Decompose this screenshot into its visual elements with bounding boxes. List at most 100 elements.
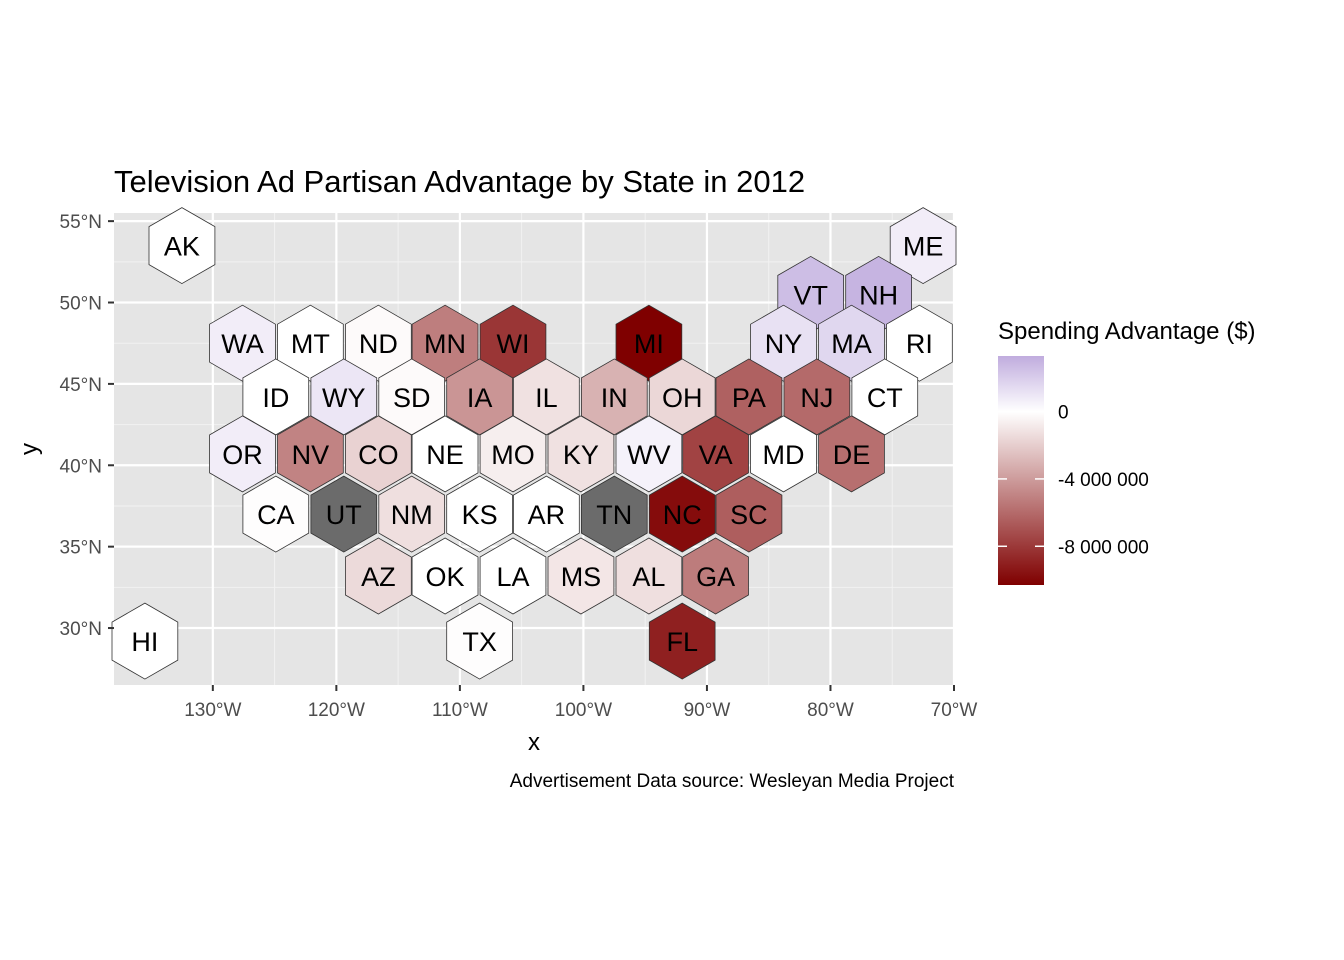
- hex-ar: [513, 475, 580, 553]
- hex-nm: [378, 475, 446, 553]
- hex-la: [479, 537, 547, 615]
- x-tick-label: 110°W: [432, 700, 488, 721]
- hex-label-pa: PA: [732, 383, 766, 413]
- hex-label-wy: WY: [322, 383, 366, 413]
- legend-colorbar: [998, 356, 1044, 585]
- hex-il: [513, 358, 580, 436]
- hex-label-sc: SC: [730, 500, 768, 530]
- hex-label-ny: NY: [765, 329, 803, 359]
- hex-label-id: ID: [262, 383, 289, 413]
- hex-label-co: CO: [358, 440, 399, 470]
- hex-label-nm: NM: [391, 500, 433, 530]
- chart-caption: Advertisement Data source: Wesleyan Medi…: [510, 771, 955, 792]
- hex-ga: [682, 537, 749, 615]
- hex-label-ri: RI: [906, 329, 933, 359]
- hex-label-ak: AK: [164, 232, 200, 262]
- hex-fl: [648, 602, 716, 680]
- hex-label-wv: WV: [627, 440, 671, 470]
- hex-ak: [148, 207, 216, 285]
- y-tick-label: 45°N: [60, 375, 102, 396]
- hex-label-ia: IA: [467, 383, 493, 413]
- y-tick-label: 55°N: [60, 212, 102, 233]
- hex-wy: [310, 358, 378, 436]
- x-tick-label: 80°W: [807, 700, 854, 721]
- x-tick-label: 90°W: [684, 700, 731, 721]
- hex-nc: [648, 475, 716, 553]
- hex-wv: [615, 415, 683, 493]
- hex-md: [750, 415, 817, 493]
- hex-label-il: IL: [535, 383, 558, 413]
- hex-az: [344, 537, 412, 615]
- hex-label-mt: MT: [291, 329, 330, 359]
- hex-label-de: DE: [833, 440, 871, 470]
- hex-tn: [581, 475, 648, 553]
- state-hexagons: [111, 207, 957, 680]
- hex-ny: [750, 304, 817, 382]
- hex-ca: [242, 475, 310, 553]
- x-axis: 130°W 120°W 110°W 100°W 90°W 80°W 70°W: [184, 685, 977, 721]
- x-tick-label: 130°W: [184, 700, 241, 721]
- legend: Spending Advantage ($) 0 -4 000 000 -8 000…: [998, 318, 1256, 585]
- hex-ut: [310, 475, 378, 553]
- hex-label-mi: MI: [634, 329, 664, 359]
- hex-label-ut: UT: [326, 500, 362, 530]
- hex-or: [209, 415, 276, 493]
- hex-label-ne: NE: [426, 440, 464, 470]
- hex-label-nh: NH: [859, 280, 898, 310]
- hex-co: [344, 415, 412, 493]
- legend-label: -4 000 000: [1058, 470, 1149, 491]
- hex-mn: [411, 304, 479, 382]
- hex-tx: [446, 602, 513, 680]
- hex-mt: [277, 304, 344, 382]
- hex-ne: [411, 415, 479, 493]
- hex-ok: [411, 537, 479, 615]
- hex-me: [889, 207, 957, 285]
- hex-nv: [277, 415, 344, 493]
- x-axis-title: x: [528, 729, 540, 756]
- state-labels: AK HI ME VT NH WA MT ND MN WI MI NY MA RI ID WY SD IA IL IN…: [131, 232, 943, 658]
- hex-label-nj: NJ: [800, 383, 833, 413]
- y-axis: 30°N 35°N 40°N 45°N 50°N 55°N: [60, 212, 114, 640]
- hex-ks: [446, 475, 513, 553]
- hex-label-ks: KS: [462, 500, 498, 530]
- hex-label-mo: MO: [491, 440, 535, 470]
- hex-label-la: LA: [496, 562, 529, 592]
- x-tick-label: 70°W: [931, 700, 978, 721]
- hex-ia: [446, 358, 513, 436]
- hex-de: [818, 415, 885, 493]
- hex-label-md: MD: [763, 440, 805, 470]
- hex-mo: [479, 415, 547, 493]
- x-tick-label: 120°W: [308, 700, 365, 721]
- y-axis-title: y: [16, 443, 43, 455]
- hex-label-ma: MA: [831, 329, 872, 359]
- hex-label-wi: WI: [497, 329, 530, 359]
- chart-title: Television Ad Partisan Advantage by Stat…: [114, 164, 805, 199]
- y-tick-label: 50°N: [60, 294, 102, 315]
- hex-label-va: VA: [699, 440, 733, 470]
- hex-label-fl: FL: [666, 627, 698, 657]
- hex-nj: [783, 358, 851, 436]
- hex-label-in: IN: [601, 383, 628, 413]
- hex-label-tx: TX: [462, 627, 497, 657]
- hex-ri: [886, 304, 953, 382]
- hex-label-or: OR: [222, 440, 263, 470]
- hex-label-oh: OH: [662, 383, 703, 413]
- hex-label-nd: ND: [359, 329, 398, 359]
- y-tick-label: 35°N: [60, 538, 102, 559]
- hex-label-hi: HI: [131, 627, 158, 657]
- legend-title: Spending Advantage ($): [998, 318, 1256, 345]
- y-tick-label: 30°N: [60, 619, 102, 640]
- hex-label-sd: SD: [393, 383, 431, 413]
- hex-al: [615, 537, 683, 615]
- plot-panel: AK HI ME VT NH WA MT ND MN WI MI NY MA RI ID WY SD IA IL IN…: [111, 207, 957, 685]
- hex-label-mn: MN: [424, 329, 466, 359]
- hex-sc: [715, 475, 783, 553]
- hex-ky: [547, 415, 615, 493]
- y-tick-label: 40°N: [60, 456, 102, 477]
- hex-label-nc: NC: [663, 500, 702, 530]
- hex-label-ct: CT: [867, 383, 903, 413]
- hex-label-ky: KY: [563, 440, 599, 470]
- hex-label-az: AZ: [361, 562, 396, 592]
- hex-label-ga: GA: [696, 562, 735, 592]
